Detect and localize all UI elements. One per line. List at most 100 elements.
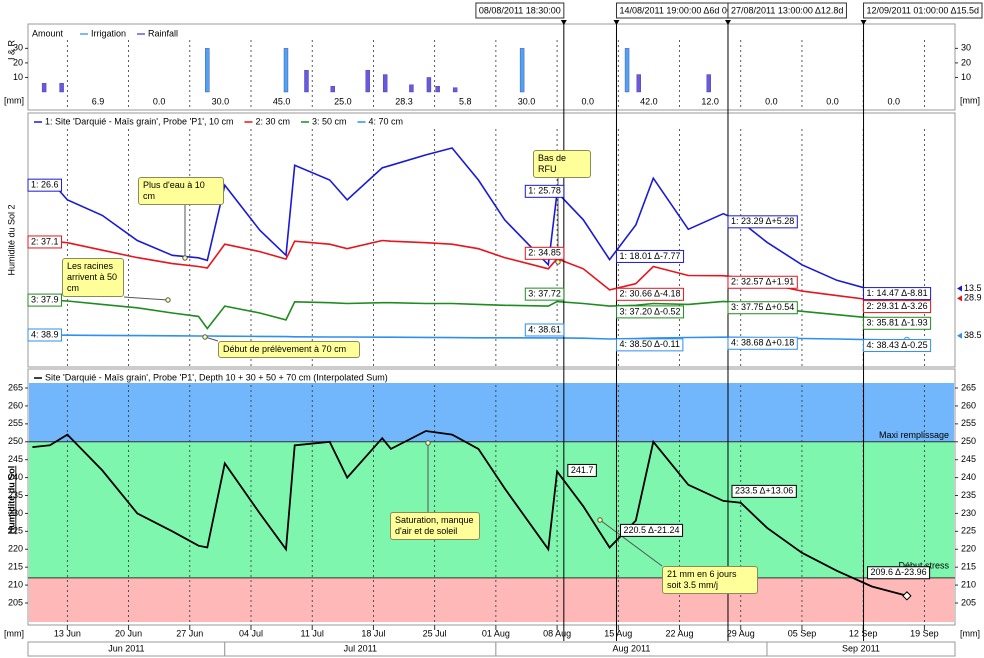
cursor-header-box	[475, 2, 565, 19]
legend-label: 1: Site 'Darquié - Maïs grain', Probe 'P…	[45, 116, 233, 126]
legend-label: 3: 50 cm	[312, 116, 347, 126]
unit-label: [mm]	[4, 95, 24, 105]
cursor-readout-box	[524, 246, 565, 260]
legend-label: Rainfall	[148, 28, 178, 38]
series-line	[32, 239, 907, 304]
cursor-readout: 2: 34.85	[528, 248, 561, 258]
y-tick-label: 205	[8, 597, 23, 607]
start-label-box	[27, 293, 63, 307]
bar	[452, 87, 458, 93]
weekly-total: 0.0	[888, 96, 901, 106]
x-tick-label: 27 Jun	[176, 628, 203, 638]
unit-label: [mm]	[960, 628, 980, 638]
callout: Plus d'eau à 10 cm	[138, 177, 224, 205]
bar	[304, 69, 309, 93]
cursor-handle	[560, 20, 567, 25]
x-tick-label: 18 Jul	[361, 628, 385, 638]
callout: Les racines arrivent à 50 cm	[62, 258, 124, 297]
zone	[29, 577, 954, 622]
cursor-readout-box	[863, 339, 932, 353]
weekly-total: 0.0	[581, 96, 594, 106]
callout-tip	[597, 517, 603, 523]
end-arrow	[957, 285, 962, 292]
month-band	[766, 641, 956, 657]
month-label: Jun 2011	[108, 643, 144, 653]
cursor-sum-readout-box	[731, 484, 797, 498]
legend-label: Irrigation	[91, 28, 126, 38]
unit-label: [mm]	[4, 628, 24, 638]
y-tick-label: 10	[13, 72, 23, 82]
weekly-total: 25.0	[334, 96, 352, 106]
y-axis-label: Humidité du Sol	[6, 466, 16, 535]
callout-pointer	[123, 296, 169, 301]
bar	[706, 74, 711, 93]
cursor-readout-box	[615, 287, 685, 301]
x-tick-label: 15 Aug	[604, 628, 632, 638]
y-tick-label: 210	[8, 579, 23, 589]
threshold-label: Maxi remplissage	[879, 430, 949, 440]
bar	[624, 48, 630, 93]
panel-frame	[27, 368, 956, 626]
cursor-readout: 1: 14.47 Δ-8.81	[867, 288, 928, 298]
cursor-readout-box	[727, 301, 798, 315]
y-tick-label: 30	[961, 43, 971, 53]
cursor-readout: 4: 38.61	[528, 324, 561, 334]
cursor-sum-readout: 241.7	[571, 465, 594, 475]
cursor-readout: 3: 35.81 Δ-1.93	[867, 318, 928, 328]
y-tick-label: 225	[8, 526, 23, 536]
y-tick-label: 260	[8, 400, 23, 410]
y-tick-label: 240	[961, 472, 976, 482]
callout: 21 mm en 6 jours soit 3.5 mm/j	[662, 566, 758, 594]
x-tick-label: 01 Aug	[482, 628, 510, 638]
weekly-total: 30.0	[212, 96, 230, 106]
x-tick-label: 22 Aug	[666, 628, 694, 638]
bar	[283, 48, 289, 93]
callout-pointer	[599, 519, 663, 567]
y-axis-label: I & R	[6, 40, 16, 61]
weekly-total: 28.3	[395, 96, 413, 106]
y-tick-label: 205	[961, 597, 976, 607]
y-tick-label: 230	[8, 508, 23, 518]
weekly-total: 6.9	[92, 96, 105, 106]
end-label: 13.5	[964, 283, 982, 293]
cursor-readout: 2: 29.31 Δ-3.26	[867, 301, 928, 311]
x-tick-label: 13 Jun	[54, 628, 81, 638]
weekly-total: 0.0	[765, 96, 778, 106]
threshold-label: Début stress	[898, 560, 949, 570]
x-tick-label: 08 Aug	[543, 628, 571, 638]
cursor-readout-box	[863, 287, 932, 301]
x-tick-label: 04 Jul	[239, 628, 263, 638]
legend-label: 2: 30 cm	[255, 116, 290, 126]
cursor-readout: 3: 37.20 Δ-0.52	[619, 306, 680, 316]
cursor-readout-box	[863, 316, 932, 330]
bar	[330, 85, 335, 93]
callout-tip	[425, 440, 431, 446]
y-tick-label: 265	[961, 382, 976, 392]
month-label: Jul 2011	[344, 643, 377, 653]
cursor-readout-box	[863, 300, 932, 314]
cursor-readout-box	[524, 287, 565, 301]
legend-title: Amount	[32, 28, 64, 38]
weekly-total: 5.8	[459, 96, 472, 106]
bar	[519, 48, 525, 93]
y-tick-label: 245	[8, 454, 23, 464]
cursor-header: 14/08/2011 19:00:00 Δ6d 00	[619, 5, 731, 15]
y-tick-label: 230	[961, 508, 976, 518]
end-arrow	[957, 332, 962, 339]
cursor-sum-readout: 220.5 Δ-21.24	[623, 525, 679, 535]
x-tick-label: 25 Jul	[423, 628, 447, 638]
x-tick-label: 19 Sep	[910, 628, 939, 638]
cursor-readout-box	[524, 184, 565, 198]
cursor-handle	[613, 20, 620, 25]
cursor-readout-box	[727, 215, 798, 229]
start-label: 2: 37.1	[31, 236, 59, 246]
start-label-box	[27, 235, 63, 249]
cursor-readout: 4: 38.43 Δ-0.25	[867, 340, 928, 350]
start-label: 3: 37.9	[31, 294, 59, 304]
cursor-readout-box	[727, 336, 798, 350]
unit-label: [mm]	[960, 95, 980, 105]
cursor-readout-box	[615, 338, 684, 352]
month-label: Sep 2011	[842, 643, 880, 653]
y-tick-label: 255	[8, 418, 23, 428]
